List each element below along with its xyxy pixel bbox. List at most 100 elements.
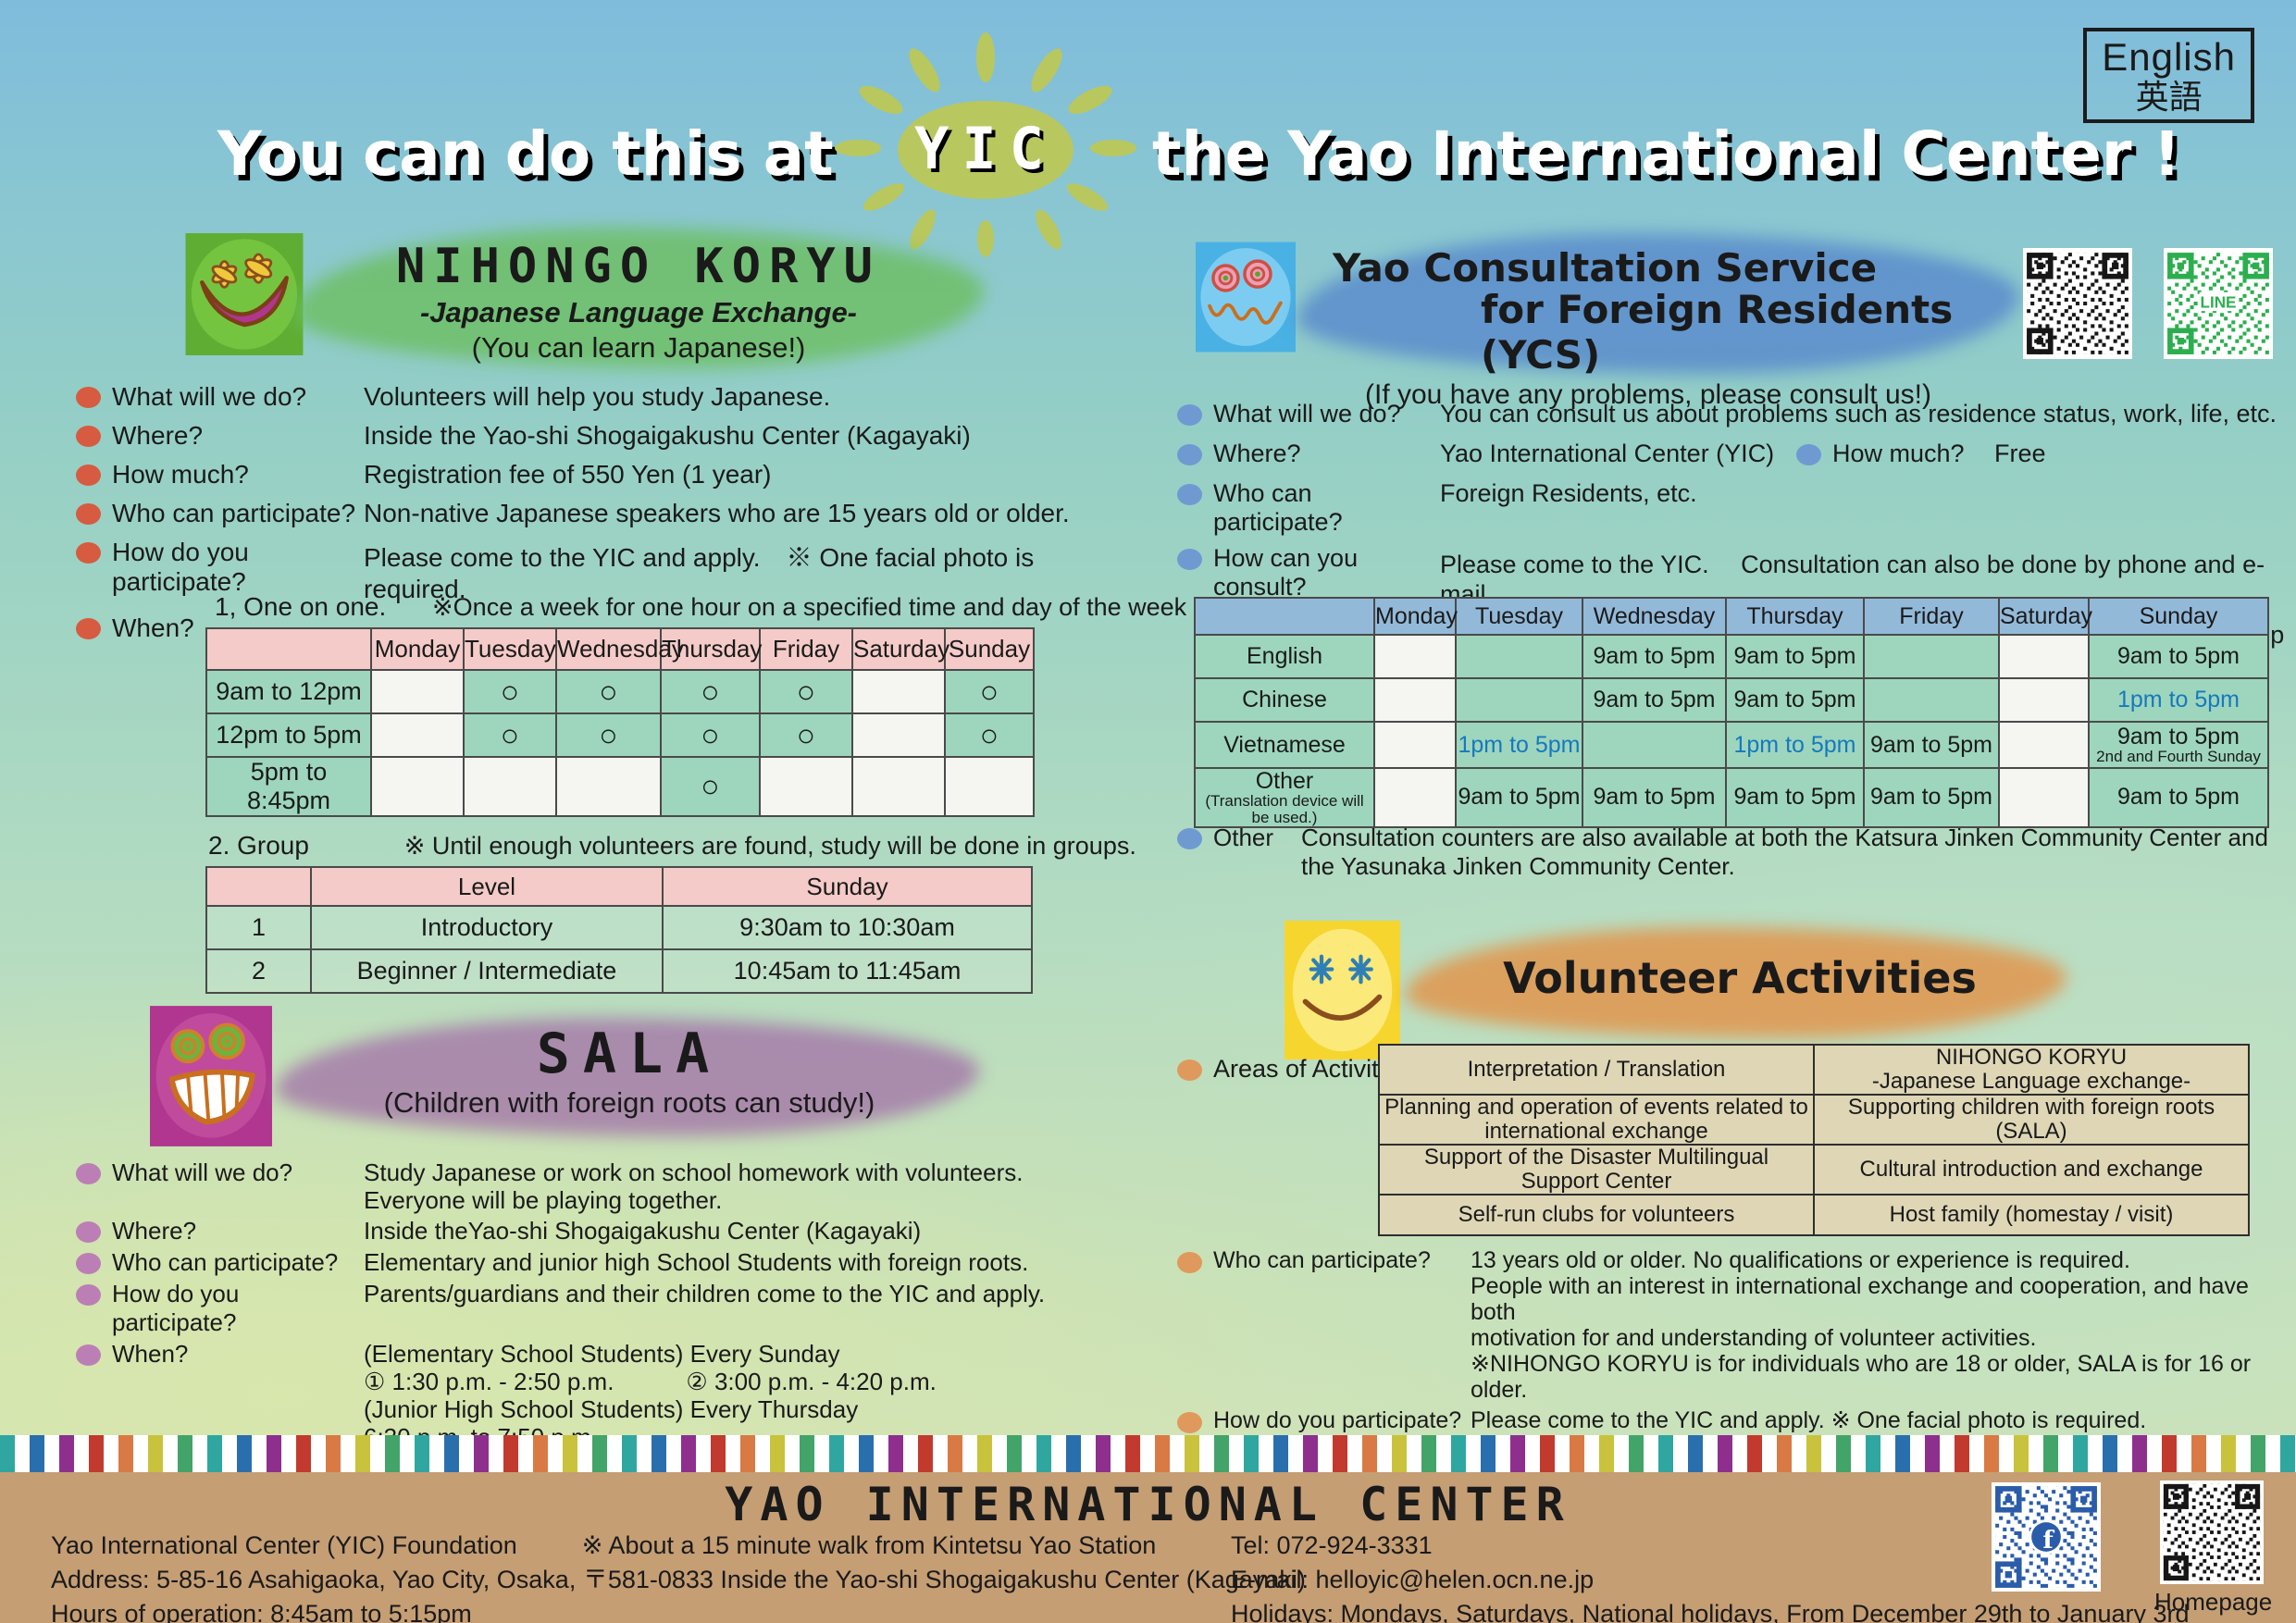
ycs-cell-note: 2nd and Fourth Sunday [2096, 748, 2261, 766]
ycs-language: Other (Translation device will be used.) [1194, 767, 1375, 828]
group-time: 10:45am to 11:45am [662, 948, 1033, 994]
qa-bullet-icon [76, 618, 101, 639]
qa-answer: Non-native Japanese speakers who are 15 … [364, 499, 1070, 527]
qa-bullet-icon [1177, 549, 1202, 570]
qa-bullet-icon [1177, 1412, 1202, 1433]
ycs-cell [1863, 677, 2000, 723]
qa-question: What will we do? [112, 1158, 293, 1186]
area-cell: Planning and operation of events related… [1378, 1094, 1815, 1146]
ycs-cell [1863, 634, 2000, 679]
qa-bullet-icon [76, 1344, 101, 1366]
day-header: Thursday [1725, 597, 1865, 636]
sala-smiley-icon [150, 1006, 272, 1146]
qa-answer: Yao International Center (YIC) [1440, 440, 1775, 467]
schedule-cell [851, 756, 946, 817]
group-note: ※ Until enough volunteers are found, stu… [403, 832, 1136, 860]
ycs-banner [1297, 233, 2019, 374]
schedule-cell: ○ [660, 756, 761, 817]
day-header: Friday [759, 627, 853, 671]
area-cell: Self-run clubs for volunteers [1378, 1194, 1815, 1236]
volunteer-areas-row: Areas of Activity [1177, 1055, 1391, 1084]
group-header-level: Level [310, 866, 664, 907]
ycs-heading: Yao Consultation Service for Foreign Res… [1333, 245, 2017, 411]
one-on-one-note: ※Once a week for one hour on a specified… [432, 593, 1187, 621]
volunteer-smiley-icon [1285, 921, 1400, 1059]
qa-row: Who can participate? Foreign Residents, … [1177, 479, 2288, 537]
qa-answer: Please come to the YIC. Consultation can… [1440, 551, 2265, 608]
qa-bullet-icon [1177, 404, 1202, 426]
sun-label: YIC [914, 115, 1057, 182]
schedule-cell [370, 712, 465, 758]
one-on-one-heading: 1, One on one. ※Once a week for one hour… [215, 592, 1186, 622]
qa-answer: (Elementary School Students) Every Sunda… [364, 1340, 937, 1451]
qa-bullet-icon [1177, 444, 1202, 465]
day-header: Sunday [944, 627, 1035, 671]
qa-bullet-icon [1177, 484, 1202, 505]
qa-row: Who can participate? 13 years old or old… [1177, 1247, 2278, 1403]
nihongo-subtitle: -Japanese Language Exchange- [419, 296, 858, 328]
qa-bullet-icon [76, 503, 101, 525]
ycs-cell: 9am to 5pm [1725, 677, 1865, 723]
ycs-other-row: Other Consultation counters are also ava… [1177, 824, 2278, 881]
group-header-sunday: Sunday [662, 866, 1033, 907]
qa-question: What will we do? [1213, 400, 1401, 427]
sala-heading: SALA (Children with foreign roots can st… [296, 1022, 962, 1120]
ycs-schedule-table: Monday Tuesday Wednesday Thursday Friday… [1194, 597, 2269, 828]
qa-row: What will we do? Volunteers will help yo… [76, 382, 1112, 412]
schedule-cell [463, 756, 557, 817]
day-header: Wednesday [1582, 597, 1727, 636]
qa-row: How much? Registration fee of 550 Yen (1… [76, 460, 1112, 489]
schedule-cell [370, 669, 465, 714]
footer-line-1: Yao International Center (YIC) Foundatio… [51, 1529, 1306, 1563]
group-heading: 2. Group ※ Until enough volunteers are f… [208, 831, 1136, 861]
qa-bullet-icon [76, 387, 101, 408]
line-qr-label: LINE [2201, 293, 2237, 311]
qa-answer: Please come to the YIC and apply. ※ One … [364, 543, 1035, 603]
volunteer-title: Volunteer Activities [1503, 953, 1977, 1003]
area-cell: Supporting children with foreign roots (… [1813, 1094, 2250, 1146]
group-time: 9:30am to 10:30am [662, 905, 1033, 950]
ycs-cell: 9am to 5pm [1863, 721, 2000, 769]
line-qr-code-icon: LINE [2164, 248, 2273, 359]
language-badge: English 英語 [2083, 28, 2254, 124]
language-badge-english: English [2102, 35, 2236, 79]
footer-left: Yao International Center (YIC) Foundatio… [51, 1529, 1306, 1623]
ycs-cell: 9am to 5pm 2nd and Fourth Sunday [2088, 721, 2269, 769]
qa-answer: Inside theYao-shi Shogaigakushu Center (… [364, 1217, 922, 1245]
schedule-cell: ○ [555, 669, 662, 714]
ycs-cell: 9am to 5pm [1582, 677, 1727, 723]
ycs-cell [1373, 677, 1457, 723]
schedule-cell: ○ [759, 712, 853, 758]
qa-bullet-icon [76, 1284, 101, 1306]
qa-row: How do you participate? Please come to t… [1177, 1407, 2278, 1434]
qa-bullet-icon [76, 1163, 101, 1184]
ycs-cell [1455, 634, 1583, 679]
ycs-cell: 1pm to 5pm [2088, 677, 2269, 723]
ycs-cell: 9am to 5pm [1582, 634, 1727, 679]
schedule-cell: ○ [944, 669, 1035, 714]
day-header: Sunday [2088, 597, 2269, 636]
qa-row: Where? Yao International Center (YIC) Ho… [1177, 440, 2288, 468]
schedule-cell [759, 756, 853, 817]
how-much-question: How much? [1832, 440, 1965, 467]
ycs-cell: 1pm to 5pm [1725, 721, 1865, 769]
area-cell: Host family (homestay / visit) [1813, 1194, 2250, 1236]
qa-question: Who can participate? [112, 1248, 339, 1276]
ycs-subtitle: (If you have any problems, please consul… [1365, 379, 1931, 410]
schedule-cell: ○ [944, 712, 1035, 758]
qa-answer: Parents/guardians and their children com… [364, 1280, 1046, 1307]
qa-question: How much? [112, 460, 249, 489]
ycs-cell [1998, 677, 2090, 723]
sala-qa: What will we do? Study Japanese or work … [76, 1158, 1140, 1482]
area-cell: Cultural introduction and exchange [1813, 1144, 2250, 1196]
time-slot: 12pm to 5pm [205, 712, 372, 758]
qa-question: How do you participate? [112, 538, 249, 596]
schedule-cell: ○ [660, 669, 761, 714]
qa-bullet-icon [1177, 1059, 1202, 1081]
one-on-one-schedule-table: Monday Tuesday Wednesday Thursday Friday… [205, 627, 1035, 817]
nihongo-banner [294, 228, 984, 368]
ycs-cell: 9am to 5pm [1863, 767, 2000, 828]
schedule-cell: ○ [463, 712, 557, 758]
qa-bullet-icon [76, 465, 101, 486]
